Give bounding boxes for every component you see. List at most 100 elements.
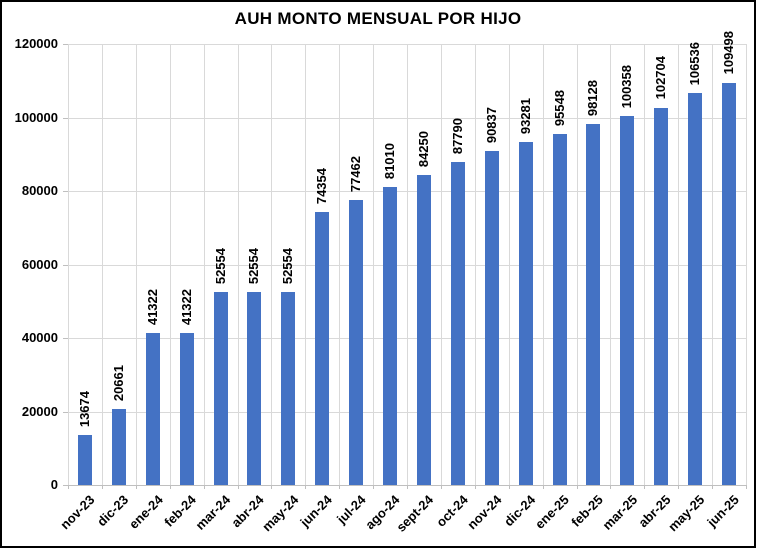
bar <box>179 333 194 485</box>
bar <box>349 200 364 485</box>
bar-value-label: 77462 <box>348 156 364 193</box>
vertical-gridline <box>508 44 510 485</box>
chart-title: AUH MONTO MENSUAL POR HIJO <box>234 9 522 28</box>
bar <box>620 116 635 485</box>
vertical-gridline <box>576 44 578 485</box>
vertical-gridline <box>339 44 341 485</box>
x-axis-tick-label: ene-25 <box>532 492 573 532</box>
bar-value-label: 74354 <box>314 167 330 204</box>
x-axis-tick <box>712 485 714 489</box>
bar <box>552 133 567 485</box>
bar <box>688 93 703 485</box>
x-axis-tick <box>169 485 171 489</box>
y-axis-tick-label: 20000 <box>21 403 58 419</box>
x-axis-tick <box>576 485 578 489</box>
bar-value-label: 52554 <box>212 247 228 284</box>
x-axis-tick-label: mar-24 <box>192 492 234 533</box>
x-axis-tick <box>678 485 680 489</box>
bar-value-label: 100358 <box>619 64 635 109</box>
x-axis-tick-label: ene-24 <box>125 492 166 532</box>
y-axis-tick-label: 100000 <box>14 109 58 125</box>
vertical-gridline <box>440 44 442 485</box>
bar-value-label: 90837 <box>483 107 499 144</box>
bar-value-label: 93281 <box>517 98 533 135</box>
bar <box>315 211 330 485</box>
vertical-gridline <box>169 44 171 485</box>
x-axis-tick <box>101 485 103 489</box>
bar <box>213 291 228 485</box>
bar-value-label: 95548 <box>551 89 567 126</box>
bar-value-label: 20661 <box>110 364 126 402</box>
y-axis-tick <box>63 117 68 119</box>
x-axis-tick-label: jun-25 <box>703 492 742 530</box>
vertical-gridline <box>610 44 612 485</box>
x-axis-tick <box>237 485 239 489</box>
x-axis-tick <box>271 485 273 489</box>
x-axis-tick-label: sept-24 <box>393 492 437 535</box>
x-axis-tick-label: may-24 <box>258 492 301 535</box>
vertical-gridline <box>678 44 680 485</box>
bar-value-label: 52554 <box>280 247 296 284</box>
vertical-gridline <box>542 44 544 485</box>
x-axis-tick <box>746 485 747 489</box>
x-axis-tick <box>542 485 544 489</box>
x-axis-tick <box>644 485 646 489</box>
y-axis-tick <box>63 485 68 486</box>
vertical-gridline <box>712 44 714 485</box>
y-axis-tick <box>63 44 68 45</box>
bar <box>586 124 601 485</box>
bar-value-label: 41322 <box>178 289 194 326</box>
bar <box>518 142 533 485</box>
x-axis-tick-label: oct-24 <box>432 492 471 530</box>
x-axis-tick-label: nov-23 <box>57 492 98 533</box>
x-axis-tick <box>68 485 69 489</box>
vertical-gridline <box>373 44 375 485</box>
y-axis-tick-label: 0 <box>50 477 58 492</box>
y-axis-tick <box>63 264 68 266</box>
x-axis-tick-label: dic-23 <box>94 492 132 530</box>
bar <box>281 291 296 485</box>
x-axis-tick <box>508 485 510 489</box>
x-axis-tick <box>373 485 375 489</box>
x-axis-tick <box>305 485 307 489</box>
y-axis-tick <box>63 338 68 339</box>
y-axis-tick-label: 60000 <box>21 256 58 272</box>
vertical-gridline <box>407 44 408 485</box>
bar <box>247 291 262 485</box>
vertical-gridline <box>203 44 205 485</box>
x-axis-tick-label: jun-24 <box>297 492 335 530</box>
x-axis-tick <box>610 485 612 489</box>
x-axis-tick-label: may-25 <box>665 492 708 535</box>
vertical-gridline <box>305 44 307 485</box>
bar-value-label: 13674 <box>76 390 92 427</box>
x-axis-tick <box>407 485 408 489</box>
bar-value-label: 87790 <box>449 118 465 155</box>
x-axis-tick-label: nov-24 <box>464 492 505 533</box>
bar <box>77 434 92 485</box>
bar-value-label: 106536 <box>687 42 703 86</box>
bar-value-label: 81010 <box>382 143 398 180</box>
x-axis-tick <box>135 485 137 489</box>
bar-value-label: 102704 <box>653 56 669 100</box>
bar <box>722 82 737 485</box>
y-axis-tick-label: 40000 <box>21 330 58 345</box>
vertical-gridline <box>135 44 137 485</box>
x-axis-tick <box>440 485 442 489</box>
bar-value-label: 98128 <box>585 80 601 117</box>
bar-value-label: 84250 <box>415 131 431 168</box>
y-axis-tick-label: 120000 <box>14 36 58 51</box>
vertical-gridline <box>644 44 646 485</box>
bar <box>145 333 160 485</box>
y-axis-tick <box>63 411 68 413</box>
bar <box>484 151 499 485</box>
vertical-gridline <box>101 44 103 485</box>
bar-value-label: 41322 <box>144 289 160 326</box>
vertical-gridline <box>271 44 273 485</box>
bar <box>111 409 126 485</box>
bar-value-label: 52554 <box>246 247 262 284</box>
bar-value-label: 109498 <box>721 31 737 75</box>
y-axis-tick <box>63 191 68 192</box>
x-axis-tick <box>474 485 476 489</box>
vertical-gridline <box>746 44 747 485</box>
y-axis-tick-label: 80000 <box>21 183 58 198</box>
